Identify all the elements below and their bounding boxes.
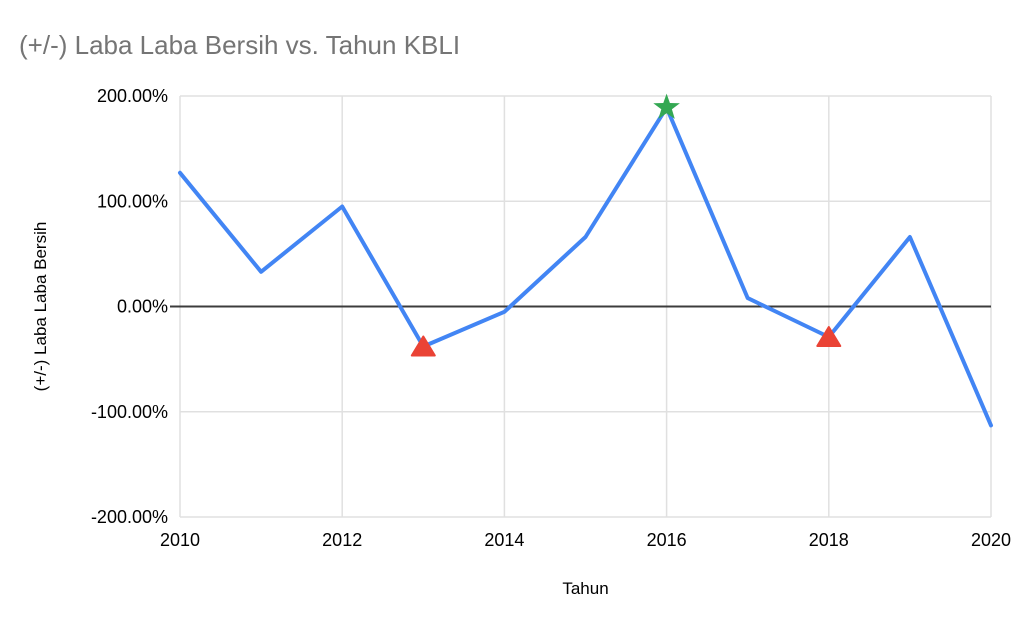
x-axis-title: Tahun <box>562 579 608 598</box>
x-tick-label: 2010 <box>160 530 200 550</box>
y-tick-label: 200.00% <box>97 86 168 106</box>
x-tick-label: 2012 <box>322 530 362 550</box>
y-tick-label: -200.00% <box>91 507 168 527</box>
x-tick-label: 2014 <box>484 530 524 550</box>
marker-triangle-icon <box>410 335 436 357</box>
y-tick-label: -100.00% <box>91 402 168 422</box>
series-line <box>178 105 993 428</box>
marker-triangle-icon <box>816 326 842 348</box>
x-tick-label: 2016 <box>647 530 687 550</box>
x-tick-label: 2018 <box>809 530 849 550</box>
chart-title: (+/-) Laba Laba Bersih vs. Tahun KBLI <box>19 30 461 60</box>
y-axis-title: (+/-) Laba Laba Bersih <box>31 222 50 392</box>
x-tick-label: 2020 <box>971 530 1011 550</box>
y-tick-label: 0.00% <box>117 297 168 317</box>
y-tick-label: 100.00% <box>97 191 168 211</box>
marker-star-icon <box>653 93 680 119</box>
